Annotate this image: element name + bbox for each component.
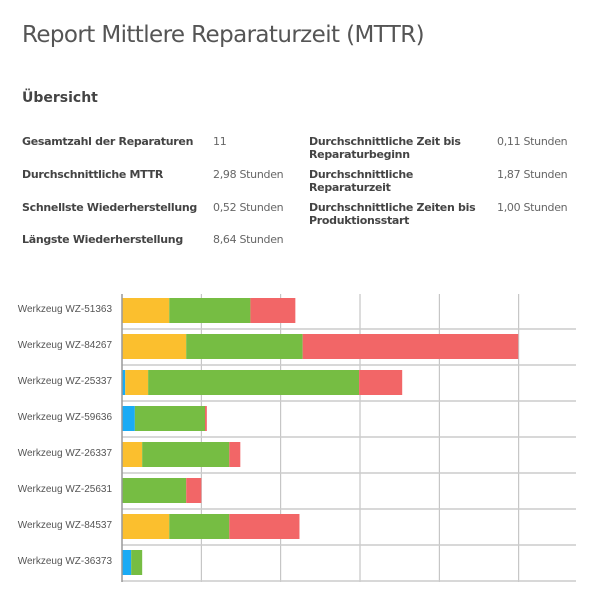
bar-segment — [122, 298, 170, 323]
stat-value: 11 — [213, 135, 227, 148]
stat-value: 8,64 Stunden — [213, 233, 284, 246]
bar-segment — [122, 514, 170, 539]
bar-segment — [148, 370, 360, 395]
category-label: Werkzeug WZ-51363 — [18, 304, 113, 315]
bar-segment — [131, 550, 143, 575]
stat-value: 0,52 Stunden — [213, 201, 284, 214]
stat-label: Durchschnittliche MTTR — [22, 168, 164, 181]
bar-segment — [205, 406, 207, 431]
bar-segment — [125, 370, 149, 395]
stat-label: Durchschnittliche Reparaturzeit — [309, 168, 414, 194]
bar-segment — [134, 406, 206, 431]
overview-heading: Übersicht — [22, 90, 98, 106]
bar-segment — [250, 298, 296, 323]
category-label: Werkzeug WZ-36373 — [18, 556, 113, 567]
bar-segment — [186, 334, 303, 359]
bar-segment — [169, 514, 230, 539]
bar-segment — [359, 370, 403, 395]
stat-label: Gesamtzahl der Reparaturen — [22, 135, 194, 148]
bar-segment — [142, 442, 230, 467]
bar-segment — [122, 370, 126, 395]
stat-value: 1,00 Stunden — [497, 201, 568, 214]
stat-value: 1,87 Stunden — [497, 168, 568, 181]
page-title: Report Mittlere Reparaturzeit (MTTR) — [22, 22, 425, 48]
stat-label: Durchschnittliche Zeiten bis Produktions… — [309, 201, 476, 227]
bar-segment — [186, 478, 202, 503]
category-label: Werkzeug WZ-25337 — [18, 376, 113, 387]
bar-segment — [229, 514, 300, 539]
bar-segment — [302, 334, 519, 359]
bar-segment — [122, 442, 143, 467]
category-label: Werkzeug WZ-25631 — [18, 484, 113, 495]
category-label: Werkzeug WZ-59636 — [18, 412, 113, 423]
bar-segment — [122, 550, 132, 575]
stat-value: 2,98 Stunden — [213, 168, 284, 181]
stat-value: 0,11 Stunden — [497, 135, 568, 148]
category-label: Werkzeug WZ-84267 — [18, 340, 113, 351]
bar-segment — [122, 478, 187, 503]
bar-segment — [169, 298, 251, 323]
stat-label: Längste Wiederherstellung — [22, 233, 183, 246]
bar-segment — [122, 334, 187, 359]
bar-segment — [229, 442, 241, 467]
bar-segment — [122, 406, 135, 431]
category-label: Werkzeug WZ-26337 — [18, 448, 113, 459]
category-label: Werkzeug WZ-84537 — [18, 520, 113, 531]
stat-label: Durchschnittliche Zeit bis Reparaturbegi… — [309, 135, 461, 161]
stat-label: Schnellste Wiederherstellung — [22, 201, 197, 214]
